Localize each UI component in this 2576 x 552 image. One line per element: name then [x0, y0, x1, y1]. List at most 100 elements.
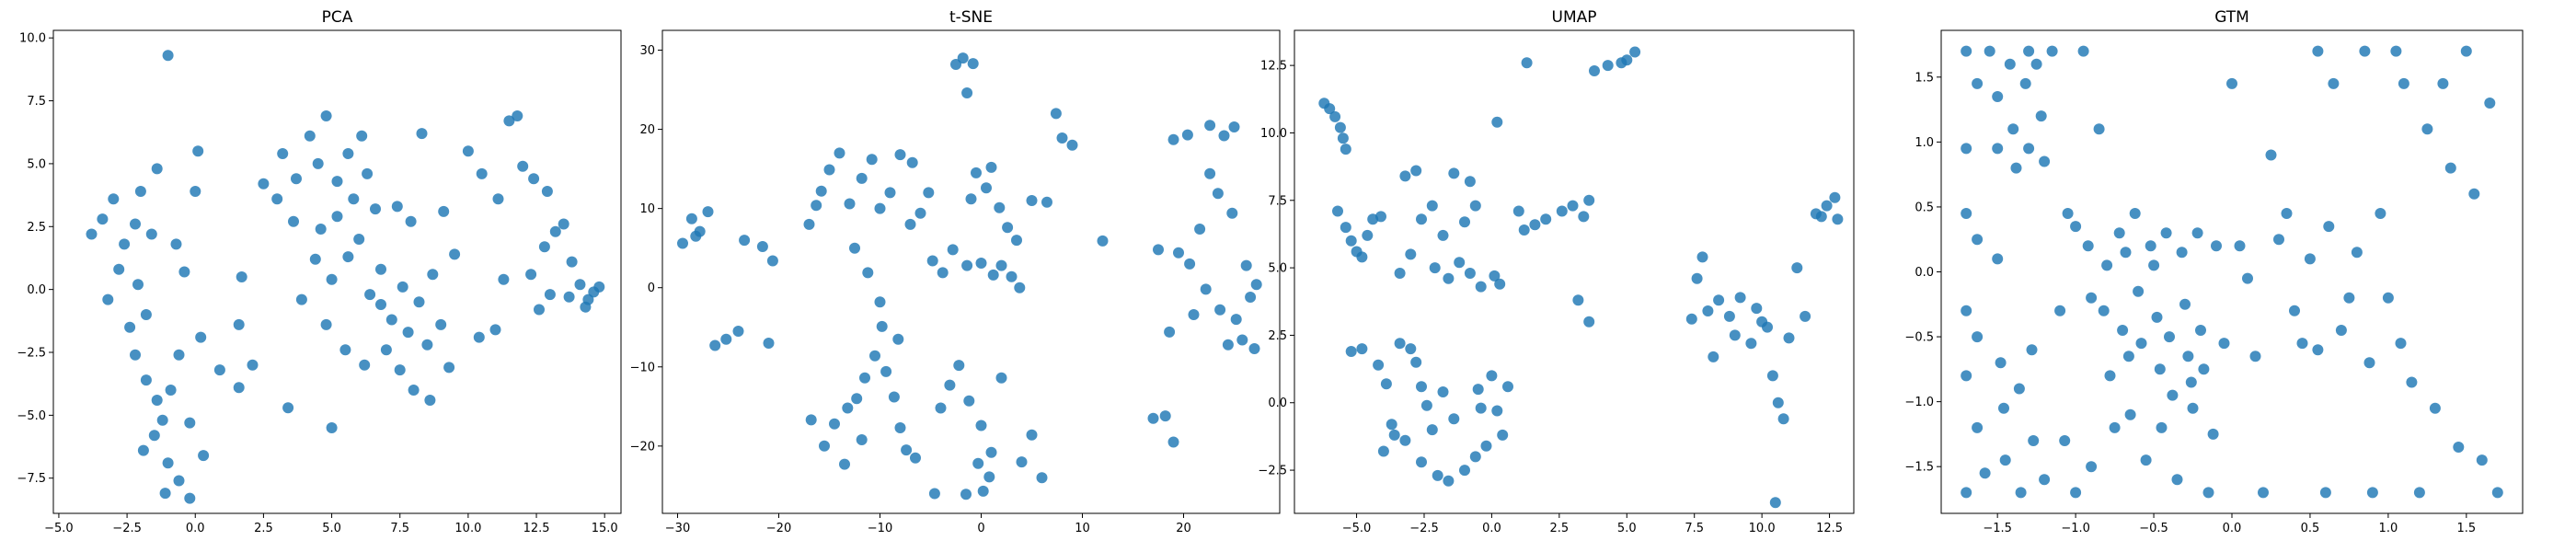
data-point	[1405, 248, 1417, 260]
data-point	[1972, 234, 1984, 246]
data-point	[928, 488, 940, 500]
data-point	[2171, 474, 2183, 486]
data-point	[1050, 108, 1062, 120]
data-point	[987, 269, 999, 281]
data-point	[2010, 162, 2022, 174]
y-tick-label: −10	[630, 361, 655, 374]
chart-title: GTM	[2214, 8, 2249, 27]
data-point	[1226, 207, 1238, 219]
data-point	[819, 440, 830, 452]
data-point	[2046, 45, 2058, 57]
data-point	[134, 186, 146, 197]
x-tick-label: −20	[766, 522, 791, 535]
data-point	[1164, 326, 1176, 338]
data-point	[1497, 429, 1509, 441]
y-tick-label: 0.5	[1915, 201, 1934, 214]
data-point	[1041, 196, 1052, 208]
x-tick-label: 10.0	[454, 522, 481, 535]
data-point	[2124, 408, 2136, 420]
data-point	[2273, 234, 2284, 246]
data-point	[534, 304, 545, 316]
data-point	[558, 218, 569, 230]
data-point	[1691, 272, 1703, 284]
data-point	[1399, 170, 1411, 182]
x-tick-label: 0.5	[2301, 522, 2320, 535]
data-point	[258, 178, 270, 190]
data-point	[320, 110, 332, 121]
data-point	[2015, 487, 2027, 499]
data-point	[1961, 143, 1972, 155]
data-point	[2026, 344, 2038, 356]
data-point	[2101, 259, 2113, 271]
data-point	[2444, 162, 2456, 174]
x-tick-label: 0.0	[2223, 522, 2242, 535]
data-point	[130, 349, 141, 361]
data-point	[880, 365, 892, 377]
data-point	[1377, 445, 1389, 457]
data-point	[402, 327, 414, 339]
data-point	[2249, 351, 2261, 362]
data-point	[184, 417, 196, 429]
data-point	[2030, 58, 2042, 70]
data-point	[995, 372, 1007, 384]
data-point	[967, 58, 979, 70]
x-tick-label: 5.0	[1617, 522, 1637, 535]
data-point	[2086, 461, 2098, 473]
data-point	[97, 213, 109, 225]
data-point	[1188, 309, 1200, 320]
data-point	[421, 339, 433, 351]
data-point	[906, 156, 918, 168]
data-point	[1399, 434, 1411, 446]
data-point	[2234, 240, 2246, 252]
data-point	[184, 492, 196, 504]
y-tick-label: −2.5	[1258, 465, 1287, 478]
data-point	[2035, 110, 2047, 122]
data-point	[2413, 487, 2425, 499]
data-point	[975, 258, 987, 269]
data-point	[119, 238, 131, 250]
data-point	[2191, 227, 2203, 239]
data-point	[1696, 251, 1708, 263]
data-point	[348, 193, 360, 205]
data-point	[1734, 292, 1746, 304]
data-point	[195, 331, 207, 343]
data-point	[1194, 224, 1206, 235]
x-tick-label: −2.5	[1409, 522, 1439, 535]
data-point	[282, 402, 294, 414]
data-point	[926, 255, 938, 267]
data-point	[449, 248, 461, 260]
data-point	[151, 163, 163, 175]
data-point	[961, 87, 973, 98]
data-point	[859, 372, 870, 384]
data-point	[2070, 487, 2082, 499]
data-point	[1432, 469, 1443, 481]
data-point	[331, 211, 343, 223]
data-point	[937, 267, 949, 279]
data-point	[756, 241, 768, 252]
subplot-gtm: GTM −1.5 −1.0 −0.5 0.0 0.5 1.0 1.5 −1.5 −1.0 −0.5…	[1904, 8, 2524, 535]
data-point	[2195, 325, 2206, 336]
data-point	[2304, 253, 2316, 265]
data-point	[874, 296, 886, 308]
y-tick-label: 10.0	[1260, 127, 1287, 141]
data-point	[914, 207, 926, 219]
data-point	[869, 350, 880, 362]
y-tick-label: −1.0	[1904, 396, 1934, 409]
data-point	[2207, 428, 2219, 440]
data-point	[1014, 282, 1026, 293]
data-point	[1729, 329, 1741, 341]
data-point	[1529, 219, 1541, 231]
data-point	[1388, 429, 1400, 441]
data-point	[2028, 435, 2040, 446]
data-point	[2187, 402, 2199, 414]
data-point	[1356, 251, 1368, 263]
data-point	[385, 314, 397, 326]
data-point	[1329, 110, 1341, 122]
x-tick-label: 0.0	[1482, 522, 1501, 535]
data-point	[2182, 351, 2194, 362]
data-point	[2375, 208, 2386, 219]
data-point	[1502, 381, 1513, 393]
data-point	[876, 320, 888, 332]
data-point	[1375, 211, 1386, 223]
